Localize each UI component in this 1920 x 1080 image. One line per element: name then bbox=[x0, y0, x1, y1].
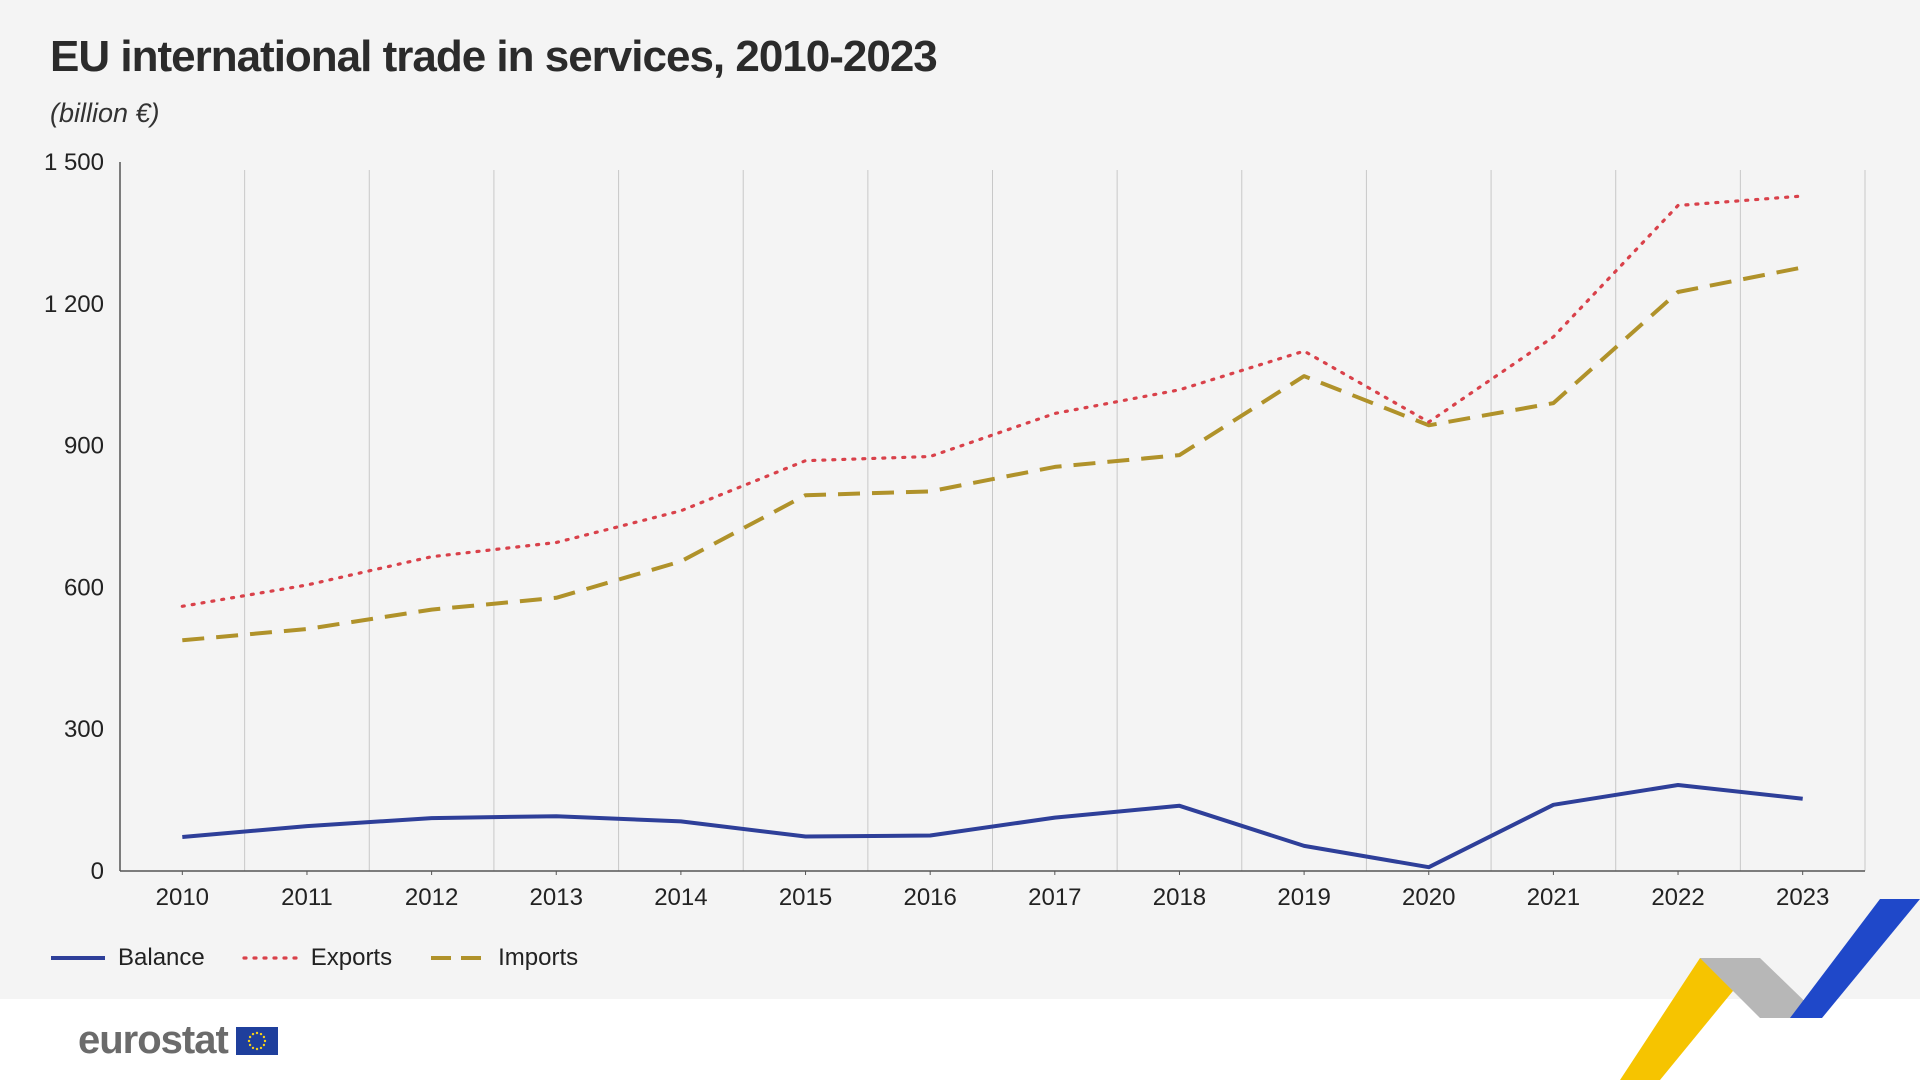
eurostat-logo: eurostat bbox=[78, 1018, 278, 1063]
legend-item-balance: Balance bbox=[48, 944, 205, 972]
ribbon-grey bbox=[1700, 958, 1822, 1018]
x-tick-label: 2010 bbox=[156, 884, 209, 911]
x-tick-label: 2018 bbox=[1153, 884, 1206, 911]
eu-star bbox=[262, 1035, 265, 1038]
x-tick-label: 2017 bbox=[1028, 884, 1081, 911]
x-tick-label: 2023 bbox=[1776, 884, 1829, 911]
eu-star bbox=[248, 1043, 252, 1046]
line-chart: 0 300 600 900 1 200 1 500 2010 2011 2012 2013 2014… bbox=[44, 149, 1866, 911]
legend-item-exports: Exports bbox=[241, 944, 392, 972]
brand-name: eurostat bbox=[78, 1018, 229, 1062]
eu-star bbox=[259, 1032, 263, 1035]
legend-label-balance: Balance bbox=[118, 944, 205, 971]
y-tick-label: 0 bbox=[91, 858, 104, 885]
y-tick-label: 1 200 bbox=[44, 291, 104, 318]
legend-label-imports: Imports bbox=[498, 944, 579, 971]
ribbon-blue bbox=[1790, 899, 1920, 1018]
y-tick-label: 1 500 bbox=[44, 149, 104, 176]
y-tick-label: 900 bbox=[64, 433, 104, 460]
decorative-ribbon bbox=[1620, 899, 1920, 1080]
series-line-imports bbox=[182, 265, 1804, 643]
x-tick-label: 2021 bbox=[1527, 884, 1580, 911]
legend-item-imports: Imports bbox=[428, 944, 578, 972]
eu-star bbox=[263, 1039, 267, 1042]
x-tick-label: 2013 bbox=[530, 884, 583, 911]
eu-star bbox=[247, 1039, 251, 1042]
legend-swatch-exports bbox=[242, 956, 300, 960]
chart-legend: Balance Exports Imports bbox=[48, 940, 578, 976]
x-tick-label: 2019 bbox=[1277, 884, 1330, 911]
legend-swatch-balance bbox=[51, 956, 105, 960]
x-tick-label: 2020 bbox=[1402, 884, 1455, 911]
eu-star bbox=[248, 1035, 252, 1038]
x-tick-label: 2022 bbox=[1651, 884, 1704, 911]
series-line-exports bbox=[180, 194, 1805, 608]
eu-star bbox=[262, 1043, 265, 1046]
x-tick-label: 2012 bbox=[405, 884, 458, 911]
chart-title: EU international trade in services, 2010… bbox=[50, 32, 938, 81]
y-tick-label: 300 bbox=[64, 716, 104, 743]
x-tick-label: 2015 bbox=[779, 884, 832, 911]
eu-star bbox=[255, 1031, 259, 1034]
legend-swatch-imports bbox=[431, 956, 486, 960]
legend-label-exports: Exports bbox=[310, 944, 393, 971]
chart-subtitle: (billion €) bbox=[50, 98, 160, 128]
ribbon-yellow bbox=[1620, 958, 1760, 1080]
eu-star bbox=[255, 1047, 259, 1050]
eu-star bbox=[251, 1046, 255, 1049]
eu-flag-icon bbox=[235, 1026, 278, 1055]
eu-star bbox=[251, 1032, 255, 1035]
series-line-balance bbox=[182, 783, 1803, 870]
eu-star bbox=[259, 1046, 263, 1049]
x-tick-label: 2014 bbox=[654, 884, 707, 911]
x-tick-label: 2016 bbox=[903, 884, 956, 911]
x-tick-label: 2011 bbox=[281, 884, 333, 911]
y-tick-label: 600 bbox=[64, 574, 104, 601]
